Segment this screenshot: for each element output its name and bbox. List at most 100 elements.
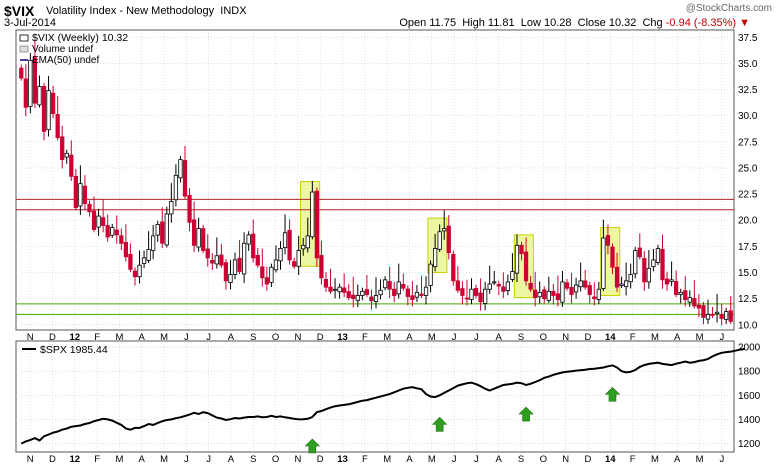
spx-x-tick-label: M xyxy=(383,454,391,465)
vix-y-tick-label: 37.5 xyxy=(738,33,758,44)
up-arrow-icon xyxy=(604,386,621,402)
candle-body xyxy=(623,280,629,287)
candle-body xyxy=(182,160,188,197)
candle-body xyxy=(251,233,256,259)
candle-body xyxy=(141,257,147,264)
candle-body xyxy=(674,281,679,295)
vix-y-tick-label: 25.0 xyxy=(738,163,758,174)
spx-y-tick-label: 2000 xyxy=(738,343,761,354)
spx-x-tick-label: D xyxy=(585,454,592,465)
spx-x-tick-label: F xyxy=(362,454,368,465)
chart-header: $VIX Volatility Index - New Methodology … xyxy=(0,0,780,30)
candle-body xyxy=(578,280,583,288)
candle-body xyxy=(528,282,533,290)
candle-body xyxy=(50,92,56,115)
candle-body xyxy=(483,288,488,304)
candle-body xyxy=(87,203,92,213)
candle-body xyxy=(392,288,397,296)
vix-x-tick-label: M xyxy=(115,332,123,343)
candle-body xyxy=(332,288,338,291)
candle-body xyxy=(610,246,615,268)
spx-x-tick-label: N xyxy=(27,454,34,465)
up-arrow-icon xyxy=(518,406,534,422)
vix-x-tick-label: 13 xyxy=(337,332,348,343)
vix-x-tick-label: M xyxy=(651,332,659,343)
vix-y-tick-label: 35.0 xyxy=(738,59,758,70)
candle-body xyxy=(660,248,665,281)
candle-body xyxy=(328,286,333,292)
spx-panel-frame xyxy=(15,340,735,453)
spx-x-tick-label: F xyxy=(94,454,100,465)
candle-body xyxy=(573,284,579,293)
candle-body xyxy=(137,264,142,278)
candle-body xyxy=(91,210,97,231)
candle-body xyxy=(446,225,451,254)
watermark: @StockCharts.com xyxy=(685,3,772,14)
candle-body xyxy=(96,215,101,228)
spx-y-tick-label: 1800 xyxy=(738,367,761,378)
spx-x-tick-label: O xyxy=(272,454,279,465)
vix-x-tick-label: J xyxy=(184,332,189,343)
candle-body xyxy=(128,253,133,270)
candle-body xyxy=(451,253,456,282)
candle-body xyxy=(692,298,697,307)
spx-x-tick-label: M xyxy=(696,454,704,465)
candle-body xyxy=(592,296,597,300)
candle-body xyxy=(187,194,192,223)
candle-body xyxy=(724,311,729,320)
candle-body xyxy=(37,86,42,106)
candle-body xyxy=(228,274,233,283)
vix-x-tick-label: F xyxy=(94,332,100,343)
vix-x-tick-label: M xyxy=(383,332,391,343)
candle-body xyxy=(651,259,656,268)
candle-body xyxy=(464,297,470,300)
spx-y-tick-label: 1400 xyxy=(738,415,761,426)
ema-legend: EMA(50) undef xyxy=(32,55,99,66)
candle-body xyxy=(123,242,129,258)
candle-body xyxy=(633,250,638,275)
spx-legend-title: $SPX 1985.44 xyxy=(40,344,108,356)
candle-body xyxy=(73,175,78,209)
candle-body xyxy=(223,262,229,282)
candle-body xyxy=(678,291,683,295)
vix-x-tick-label: A xyxy=(139,332,146,343)
spx-x-tick-label: A xyxy=(406,454,413,465)
spx-x-tick-label: M xyxy=(115,454,123,465)
vix-x-tick-label: 12 xyxy=(69,332,80,343)
candle-body xyxy=(710,313,715,316)
spx-x-tick-label: D xyxy=(317,454,324,465)
candle-body xyxy=(460,288,465,296)
candle-body xyxy=(60,136,65,161)
candle-body xyxy=(478,292,483,303)
candle-body xyxy=(614,266,620,288)
candle-body xyxy=(173,174,179,201)
candle-body xyxy=(232,259,238,275)
candle-body xyxy=(119,235,124,244)
candle-body xyxy=(78,183,83,207)
candle-body xyxy=(237,257,242,272)
candle-body xyxy=(351,294,356,300)
vix-x-tick-label: A xyxy=(496,332,503,343)
candle-body xyxy=(269,266,274,283)
spx-x-tick-label: A xyxy=(228,454,235,465)
candle-body xyxy=(169,201,174,215)
candle-body xyxy=(210,259,215,264)
candle-body xyxy=(114,229,119,236)
spx-x-tick-label: 13 xyxy=(337,454,348,465)
spx-x-tick-label: M xyxy=(651,454,659,465)
spx-x-tick-label: O xyxy=(540,454,547,465)
candle-body xyxy=(264,277,269,285)
candle-body xyxy=(364,289,370,295)
candle-body xyxy=(601,237,606,289)
candle-body xyxy=(410,295,415,301)
vix-x-tick-label: D xyxy=(585,332,592,343)
candle-body xyxy=(255,254,260,266)
candle-body xyxy=(414,291,420,298)
candle-body xyxy=(628,274,633,283)
vix-x-tick-label: M xyxy=(696,332,704,343)
spx-x-tick-label: S xyxy=(250,454,256,465)
vix-y-tick-label: 30.0 xyxy=(738,111,758,122)
candle-body xyxy=(155,224,160,236)
candle-body xyxy=(378,289,383,296)
vix-x-tick-label: J xyxy=(719,332,724,343)
